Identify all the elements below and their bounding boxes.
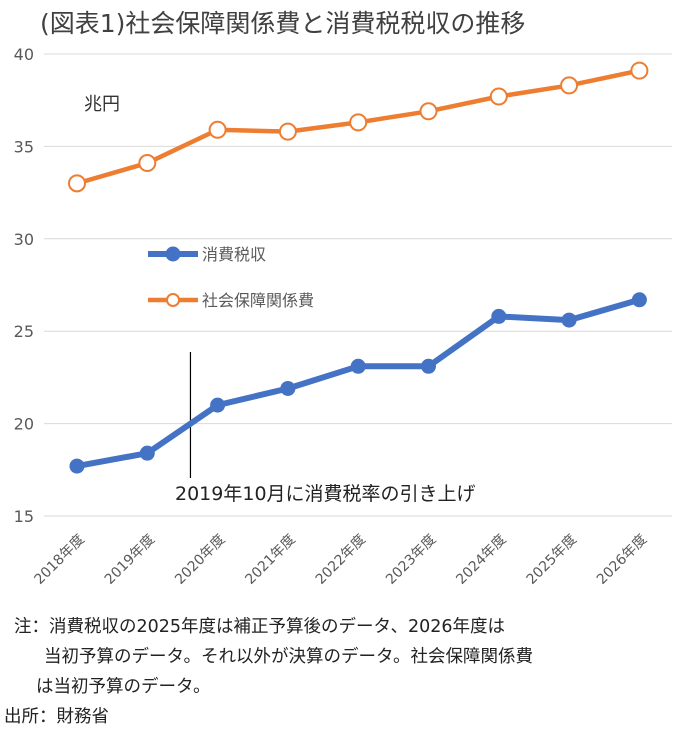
data-point [68,174,86,193]
x-tick-label: 2018年度 [32,532,88,588]
data-point [280,380,296,396]
x-tick-label: 2020年度 [172,532,228,588]
x-tick-label: 2019年度 [102,532,158,588]
legend-label: 社会保障関係費 [202,291,314,310]
y-axis-ticks: 15 20 25 30 35 40 [14,45,34,526]
y-tick-label: 35 [14,137,34,156]
data-point [350,358,366,374]
legend-swatch-marker [166,293,180,307]
data-point [631,292,647,308]
data-point [561,312,577,328]
notes: 注：消費税収の2025年度は補正予算後のデータ、2026年度は 当初予算のデータ… [0,612,533,732]
x-tick-label: 2026年度 [594,532,650,588]
y-tick-label: 20 [14,415,34,434]
x-tick-label: 2021年度 [242,532,298,588]
annotation-text: 2019年10月に消費税率の引き上げ [175,483,476,505]
data-point [210,397,226,413]
data-point [560,76,579,95]
data-point [208,120,227,139]
note-line: は当初予算のデータ。 [36,677,211,697]
line-chart: 15 20 25 30 35 40 2018年度 2019年度 2020年度 2021年度 202… [14,45,672,588]
chart-title: (図表1)社会保障関係費と消費税税収の推移 [40,9,526,38]
series-line [76,296,641,470]
data-point [489,87,508,106]
data-point [421,358,436,374]
y-tick-label: 25 [14,322,34,341]
series-layer [68,61,649,474]
y-tick-label: 30 [14,230,34,249]
data-point [138,154,157,173]
x-tick-label: 2024年度 [453,532,509,588]
data-point [349,113,368,132]
data-point [630,61,649,80]
unit-label: 兆円 [84,94,120,115]
y-tick-label: 40 [14,45,34,64]
data-point [278,122,297,141]
legend-swatch-marker [165,246,181,262]
y-tick-label: 15 [14,507,34,526]
note-line: 当初予算のデータ。それ以外が決算のデータ。社会保障関係費 [44,647,533,667]
x-tick-label: 2022年度 [313,532,369,588]
gridlines [44,53,672,517]
x-tick-label: 2025年度 [524,532,580,588]
note-line: 注：消費税収の2025年度は補正予算後のデータ、2026年度は [14,617,506,637]
x-axis-ticks: 2018年度 2019年度 2020年度 2021年度 2022年度 2023年度 2024… [32,532,651,588]
data-point [69,458,85,474]
data-point [491,308,507,324]
data-point [139,445,155,461]
x-tick-label: 2023年度 [383,532,439,588]
legend-label: 消費税収 [202,245,266,264]
source-note: 出所：財務省 [4,707,109,727]
data-point [419,102,438,121]
